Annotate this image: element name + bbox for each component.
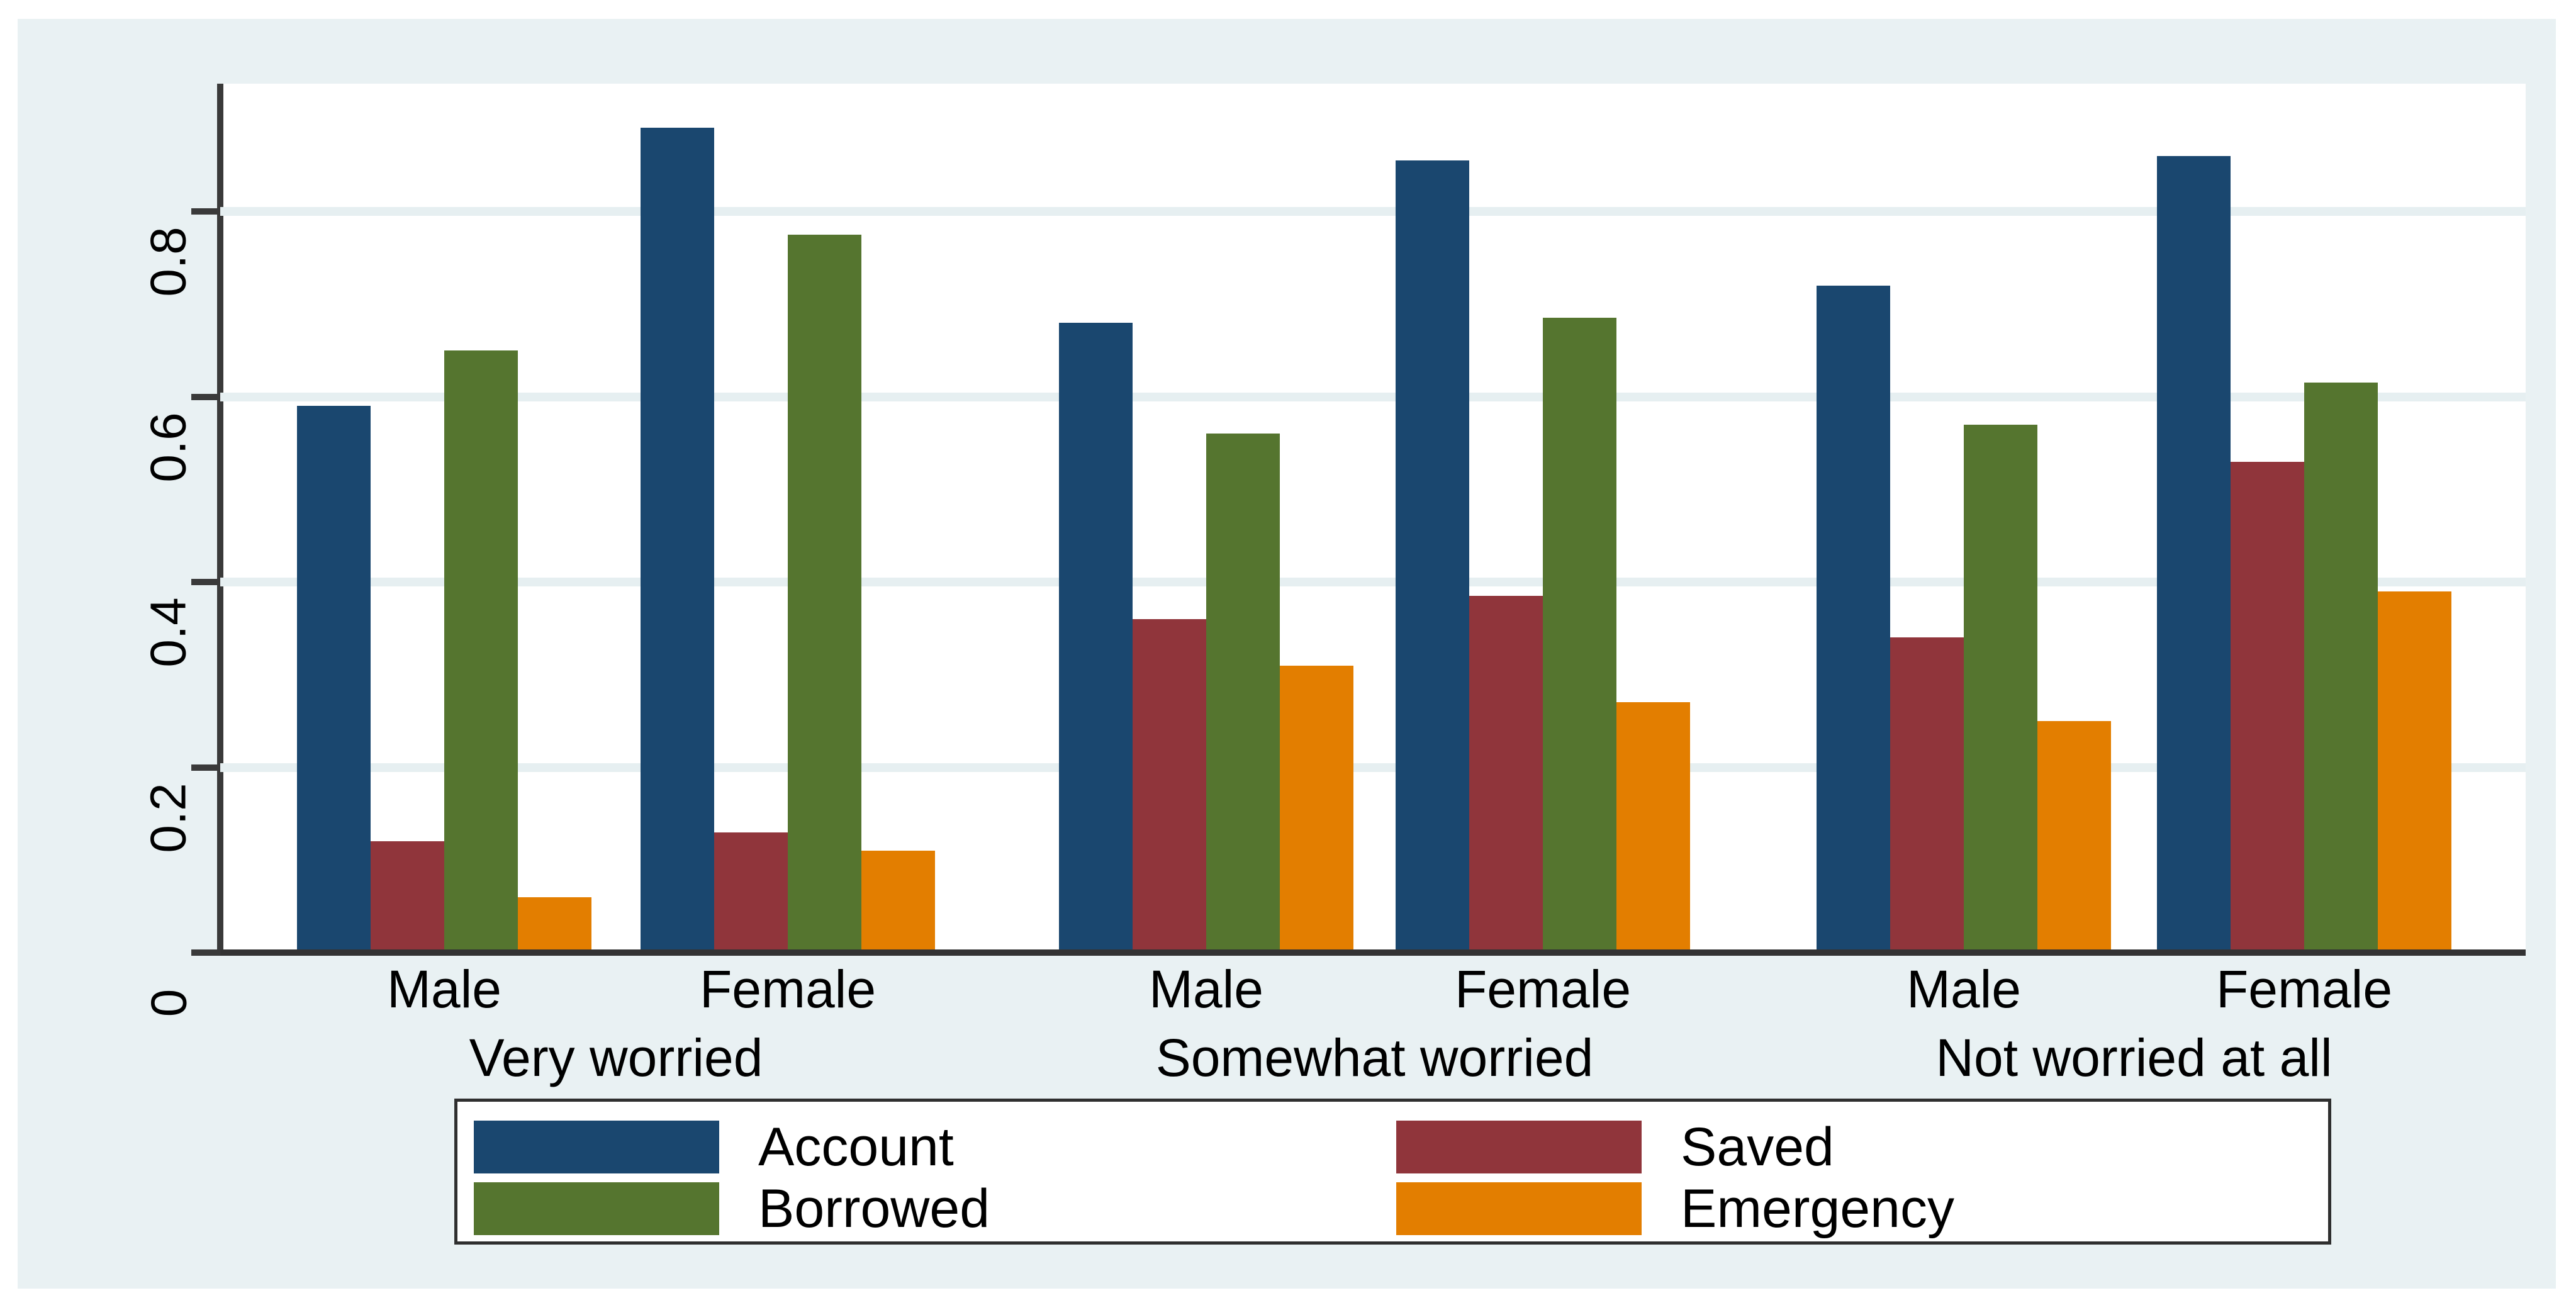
x-tick-label-male: Male xyxy=(386,960,502,1019)
bar-borrowed xyxy=(1543,318,1616,953)
legend-box: Account Saved Borrowed Emergency xyxy=(454,1099,2331,1245)
bar-account xyxy=(1817,286,1890,953)
y-tick-label-text: 0.6 xyxy=(140,411,196,483)
bar-account xyxy=(641,128,714,953)
y-tick-label: 0.4 xyxy=(131,595,206,670)
bar-account xyxy=(297,406,371,953)
bar-saved xyxy=(714,832,788,953)
y-tick-label: 0.6 xyxy=(131,410,206,485)
bar-account xyxy=(1059,323,1133,953)
legend-label-saved: Saved xyxy=(1681,1117,1834,1177)
legend-entry-borrowed: Borrowed xyxy=(474,1182,990,1236)
legend-label-borrowed: Borrowed xyxy=(758,1178,990,1239)
x-tick-label-female: Female xyxy=(1454,960,1632,1019)
y-tick-label-text: 0.4 xyxy=(140,597,196,668)
y-tick-0 xyxy=(191,949,220,956)
y-tick-label-text: 0.8 xyxy=(140,227,196,297)
y-tick-label: 0 xyxy=(131,965,206,1041)
legend-label-account: Account xyxy=(758,1117,954,1177)
y-tick-label: 0.8 xyxy=(131,224,206,300)
bar-saved xyxy=(1133,619,1206,953)
x-tick-label-female: Female xyxy=(2215,960,2393,1019)
bar-saved xyxy=(1890,637,1964,953)
legend-swatch-borrowed xyxy=(474,1182,719,1235)
bar-borrowed xyxy=(1206,434,1280,953)
plot-area xyxy=(217,84,2526,956)
legend-label-emergency: Emergency xyxy=(1681,1178,1954,1239)
bar-emergency xyxy=(1616,702,1690,953)
bar-borrowed xyxy=(788,235,861,953)
legend-swatch-saved xyxy=(1396,1121,1642,1173)
bar-borrowed xyxy=(444,350,518,953)
bar-emergency xyxy=(518,897,591,953)
legend-entry-saved: Saved xyxy=(1396,1120,1834,1174)
group-label-somewhat-worried: Somewhat worried xyxy=(1155,1028,1594,1087)
x-tick-label-male: Male xyxy=(1906,960,2022,1019)
y-axis-line xyxy=(217,84,223,956)
legend-entry-account: Account xyxy=(474,1120,954,1174)
group-label-not-worried-at-all: Not worried at all xyxy=(1935,1028,2332,1087)
legend-entry-emergency: Emergency xyxy=(1396,1182,1954,1236)
bar-emergency xyxy=(1280,666,1353,953)
x-axis-line xyxy=(217,949,2526,956)
y-tick-label: 0.2 xyxy=(131,780,206,856)
y-tick-label-text: 0.2 xyxy=(140,782,196,853)
legend-swatch-account xyxy=(474,1121,719,1173)
bar-emergency xyxy=(2378,591,2451,953)
group-label-very-worried: Very worried xyxy=(469,1028,763,1087)
y-tick-label-text: 0 xyxy=(140,988,196,1017)
gridline-0.8 xyxy=(220,207,2526,216)
x-tick-label-female: Female xyxy=(699,960,876,1019)
bar-saved xyxy=(2231,462,2304,953)
bar-account xyxy=(2157,156,2231,953)
y-tick-0.6 xyxy=(191,393,220,400)
y-tick-0.2 xyxy=(191,764,220,771)
chart-canvas: Account Saved Borrowed Emergency 0 0.2 0.4 0.6… xyxy=(18,19,2556,1289)
bar-saved xyxy=(1469,596,1543,953)
bar-borrowed xyxy=(1964,425,2037,953)
x-tick-label-male: Male xyxy=(1148,960,1264,1019)
bar-emergency xyxy=(2037,721,2111,953)
bar-saved xyxy=(371,841,444,953)
legend-swatch-emergency xyxy=(1396,1182,1642,1235)
bar-borrowed xyxy=(2304,383,2378,953)
bar-account xyxy=(1396,160,1469,953)
bar-emergency xyxy=(861,851,935,953)
y-tick-0.8 xyxy=(191,208,220,215)
y-tick-0.4 xyxy=(191,579,220,585)
